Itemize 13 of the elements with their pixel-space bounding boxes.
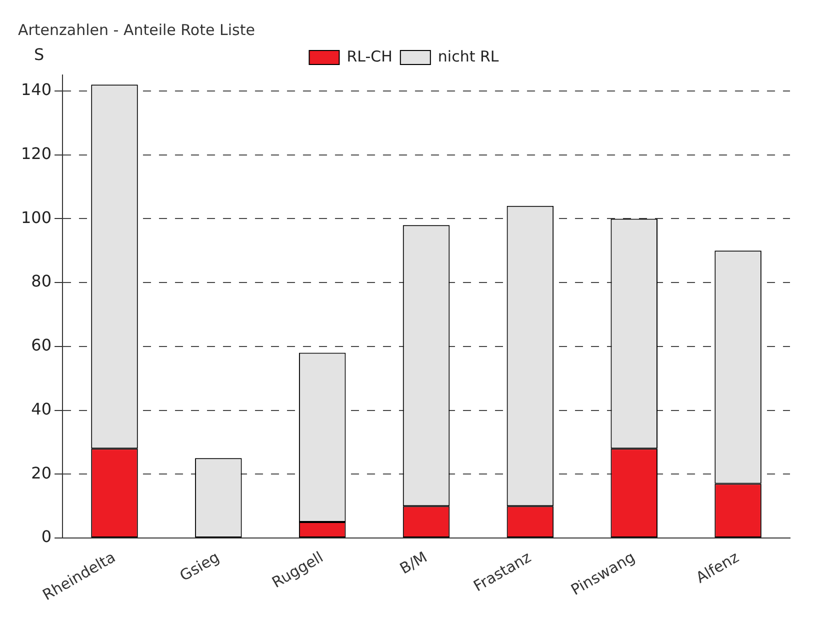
y-tick-label: 120 <box>20 144 52 163</box>
y-tick-label: 60 <box>31 336 52 355</box>
y-tick-label: 80 <box>31 272 52 291</box>
y-tick-label: 140 <box>20 80 52 100</box>
legend-label: nicht RL <box>438 47 500 66</box>
x-tick-label: B/M <box>396 548 430 578</box>
y-tick-label: 0 <box>41 527 52 546</box>
y-tick-label: 100 <box>20 208 52 227</box>
y-axis-title: S <box>34 45 44 64</box>
y-tick-label: 40 <box>31 399 52 418</box>
chart-title: Artenzahlen - Anteile Rote Liste <box>18 20 255 39</box>
y-tick-label: 20 <box>31 463 52 482</box>
legend-label: RL-CH <box>346 47 392 66</box>
